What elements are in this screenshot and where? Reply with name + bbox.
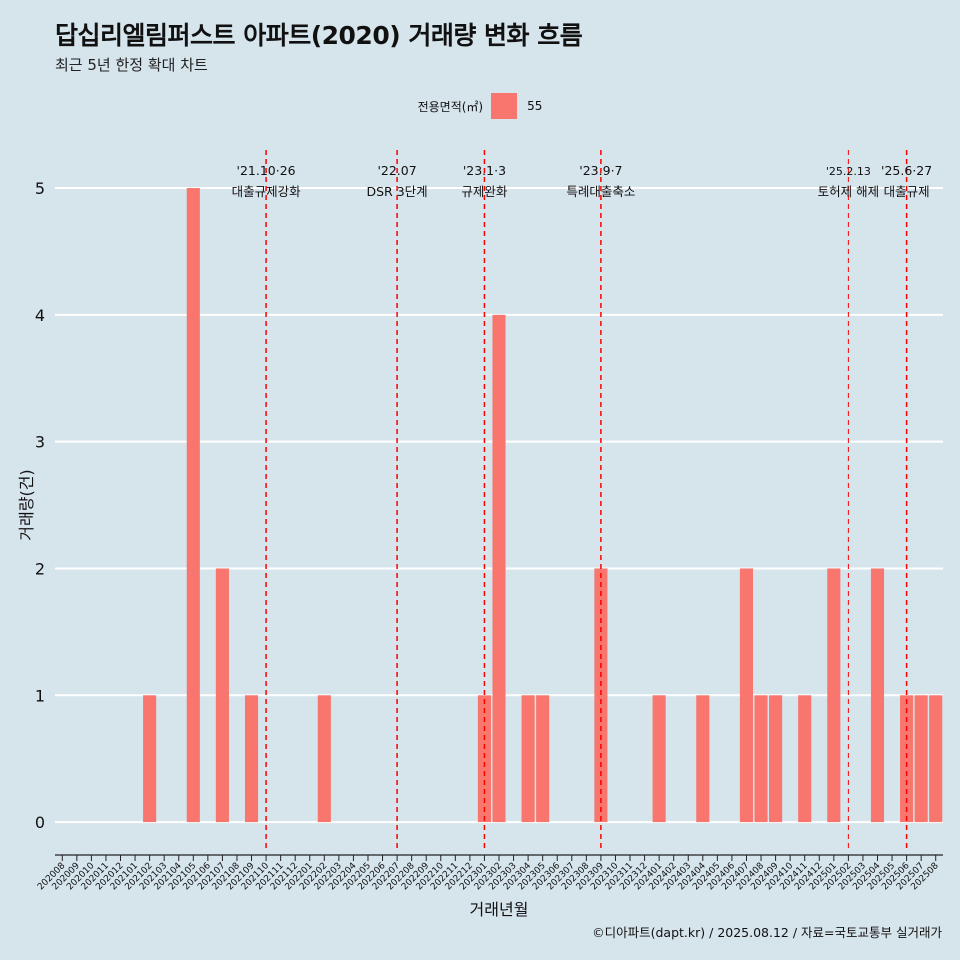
bar [492,314,506,823]
legend-label: 55 [527,99,543,113]
legend-color-key [491,93,518,119]
legend: 전용면적(㎡) 55 [0,93,960,119]
event-date-label: '25.6·27 [881,163,932,178]
bar [827,568,841,823]
y-tick-label: 5 [35,179,45,198]
bar [186,188,200,823]
event-date-label: '23.1·3 [463,163,506,178]
legend-title: 전용면적(㎡) [417,99,484,114]
event-date-label: '23.9·7 [579,163,622,178]
bar [739,568,754,823]
y-tick-label: 2 [35,559,45,578]
event-date-label: '22.07 [377,163,416,178]
bar [477,695,491,823]
bar [870,568,885,823]
bar [143,695,157,823]
bar [914,695,928,823]
event-date-label: '21.10·26 [237,163,296,178]
y-tick-label: 3 [35,433,45,452]
chart-subtitle: 최근 5년 한정 확대 차트 [55,56,208,74]
event-text-label: 대출규제강화 [232,184,302,199]
bar [317,695,331,823]
bar [696,695,710,823]
bar [929,695,943,823]
chart-title: 답십리엘림퍼스트 아파트(2020) 거래량 변화 흐름 [55,21,583,50]
y-axis-title: 거래량(건) [17,469,36,540]
event-text-label: 토허제 해제 [818,184,879,199]
bar [594,568,608,823]
event-date-label: '25.2.13 [826,165,871,178]
bar [769,695,783,823]
bar [244,695,259,823]
bar [521,695,535,823]
x-axis-title: 거래년월 [470,900,529,919]
event-text-label: 대출규제 [884,184,930,199]
bar [754,695,768,823]
bar [652,695,666,823]
bar [536,695,550,823]
source-caption: ©디아파트(dapt.kr) / 2025.08.12 / 자료=국토교통부 실… [592,925,942,940]
bar [900,695,914,823]
event-text-label: 규제완화 [461,184,508,199]
y-tick-label: 0 [35,813,45,832]
bar [798,695,812,823]
event-text-label: 특례대출축소 [566,184,635,199]
bar [215,568,229,823]
event-text-label: DSR 3단계 [367,184,428,199]
y-tick-label: 4 [35,306,45,325]
y-tick-label: 1 [35,686,45,705]
